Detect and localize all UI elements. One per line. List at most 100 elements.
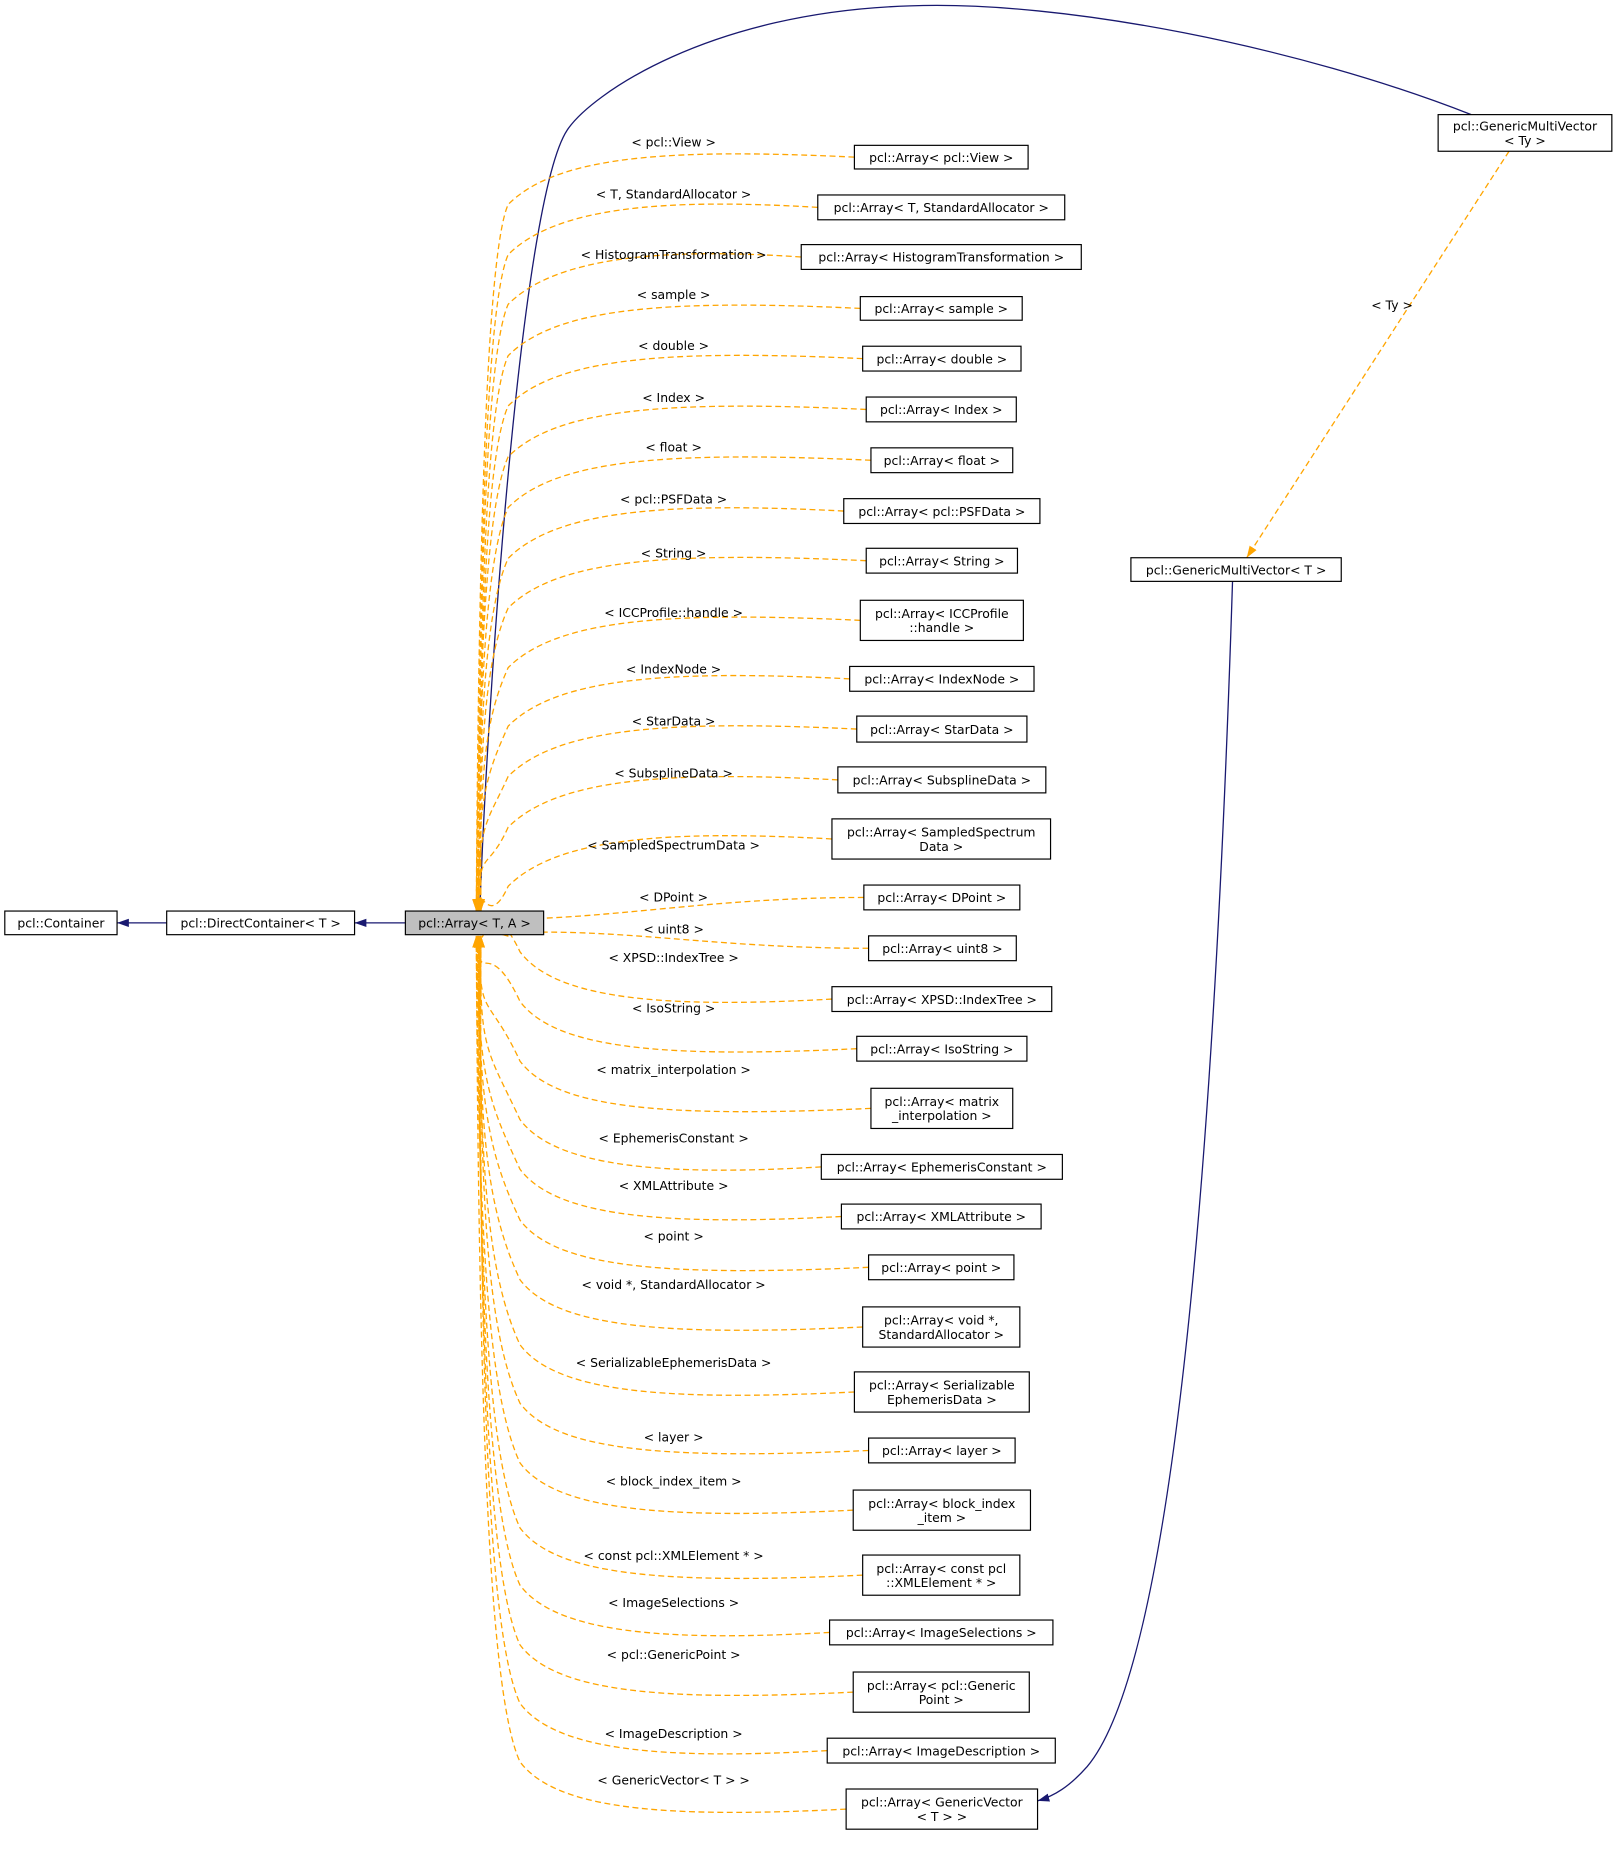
node-label: pcl::Array< matrix	[885, 1094, 1000, 1109]
node-label: pcl::Array< ImageSelections >	[846, 1625, 1037, 1640]
class-node	[820, 1153, 1063, 1180]
class-node	[865, 396, 1017, 423]
edge-label: < SerializableEphemerisData >	[576, 1355, 772, 1370]
node-label: pcl::Array< sample >	[874, 301, 1008, 316]
edge-label: < pcl::PSFData >	[620, 491, 727, 506]
node-label: pcl::Array< SampledSpectrum	[847, 825, 1036, 840]
class-node	[862, 1306, 1021, 1348]
edge-label: < ImageDescription >	[605, 1726, 743, 1741]
edge-label: < XPSD::IndexTree >	[608, 950, 738, 965]
edge-label: < EphemerisConstant >	[599, 1131, 749, 1146]
node-label: pcl::Array< IsoString >	[870, 1041, 1013, 1056]
class-node	[867, 1437, 1016, 1464]
class-node	[856, 1035, 1028, 1062]
edge-label: < Ty >	[1371, 298, 1413, 313]
node-label: < T > >	[917, 1809, 968, 1824]
edge-label: < XMLAttribute >	[619, 1178, 729, 1193]
class-node	[831, 818, 1052, 860]
node-label: pcl::Array< double >	[876, 351, 1007, 366]
class-node	[843, 498, 1041, 525]
class-node	[852, 1489, 1032, 1531]
edge-label: < layer >	[644, 1430, 704, 1445]
edge	[476, 935, 828, 1755]
class-node	[4, 910, 118, 936]
node-label: ::handle >	[909, 620, 974, 635]
edge-label: < float >	[645, 439, 701, 454]
node-label: pcl::DirectContainer< T >	[180, 916, 340, 931]
edge	[472, 405, 867, 912]
class-node	[867, 935, 1017, 962]
node-label: Point >	[919, 1692, 964, 1707]
node-label: pcl::Array< void *,	[884, 1313, 998, 1328]
class-node	[840, 1203, 1042, 1230]
class-node	[831, 986, 1053, 1013]
node-label: pcl::Array< Serializable	[869, 1378, 1015, 1393]
edge-label: < Index >	[642, 390, 705, 405]
edge	[472, 674, 850, 912]
node-label: pcl::Array< StarData >	[870, 722, 1013, 737]
node-label: _interpolation >	[891, 1108, 992, 1123]
class-node	[837, 766, 1047, 794]
node-label: pcl::Array< const pcl	[876, 1561, 1006, 1576]
node-label: pcl::Array< point >	[881, 1260, 1001, 1275]
edge	[472, 935, 847, 1814]
edge-label: < DPoint >	[639, 890, 708, 905]
node-label: pcl::Array< EphemerisConstant >	[837, 1160, 1047, 1175]
node-label: pcl::Array< layer >	[882, 1443, 1002, 1458]
edge	[474, 935, 863, 1331]
class-node	[826, 1737, 1056, 1764]
edge-label: < StarData >	[632, 714, 716, 729]
edge-label: < HistogramTransformation >	[581, 247, 767, 262]
class-node	[859, 599, 1024, 642]
edge	[475, 835, 832, 912]
edge-label: < SubsplineData >	[614, 766, 733, 781]
edge-label: < const pcl::XMLElement * >	[584, 1548, 764, 1563]
edge-label: < matrix_interpolation >	[596, 1062, 750, 1077]
node-label: pcl::Array< GenericVector	[861, 1795, 1024, 1810]
class-node	[863, 884, 1021, 911]
node-label: pcl::GenericMultiVector< T >	[1146, 562, 1327, 577]
edge-label: < uint8 >	[643, 921, 704, 936]
class-node	[404, 910, 545, 936]
edge-label: < void *, StandardAllocator >	[582, 1277, 766, 1292]
node-label: pcl::Array< ICCProfile	[875, 606, 1009, 621]
edge	[472, 935, 854, 1515]
node-label: StandardAllocator >	[878, 1327, 1004, 1342]
edge-label: < IsoString >	[632, 1001, 715, 1016]
class-node	[845, 1788, 1039, 1830]
class-node	[817, 194, 1066, 221]
node-label: pcl::Array< IndexNode >	[864, 672, 1019, 687]
edge-label: < SampledSpectrumData >	[587, 838, 760, 853]
edge	[474, 507, 844, 912]
class-node	[870, 447, 1014, 474]
node-label: pcl::Array< String >	[879, 553, 1004, 568]
edge	[475, 935, 855, 1396]
edge	[474, 935, 857, 1053]
node-label: pcl::Array< pcl::PSFData >	[858, 504, 1025, 519]
edge-label: < String >	[641, 546, 707, 561]
class-node	[859, 296, 1023, 321]
edge-label: < ImageSelections >	[608, 1595, 739, 1610]
node-label: pcl::Array< XMLAttribute >	[856, 1209, 1026, 1224]
node-label: pcl::Array< ImageDescription >	[842, 1743, 1040, 1758]
class-node	[852, 1671, 1030, 1713]
edge	[472, 153, 855, 912]
edge-label: < GenericVector< T > >	[597, 1772, 749, 1787]
class-node	[870, 1087, 1014, 1130]
node-label: EphemerisData >	[887, 1392, 997, 1407]
edge	[476, 4, 1472, 912]
node-label: pcl::Array< HistogramTransformation >	[818, 250, 1064, 265]
node-label: pcl::Array< T, A >	[418, 916, 530, 931]
edge-label: < ICCProfile::handle >	[604, 605, 743, 620]
edge-label: < IndexNode >	[626, 662, 721, 677]
class-node	[166, 910, 356, 936]
node-label: pcl::Array< uint8 >	[882, 941, 1002, 956]
node-label: pcl::Array< block_index	[868, 1496, 1015, 1511]
edge-label: < block_index_item >	[606, 1473, 742, 1488]
edge	[474, 775, 838, 912]
node-label: pcl::GenericMultiVector	[1453, 119, 1598, 134]
edge-label: < pcl::View >	[631, 135, 716, 150]
node-label: ::XMLElement * >	[886, 1575, 996, 1590]
